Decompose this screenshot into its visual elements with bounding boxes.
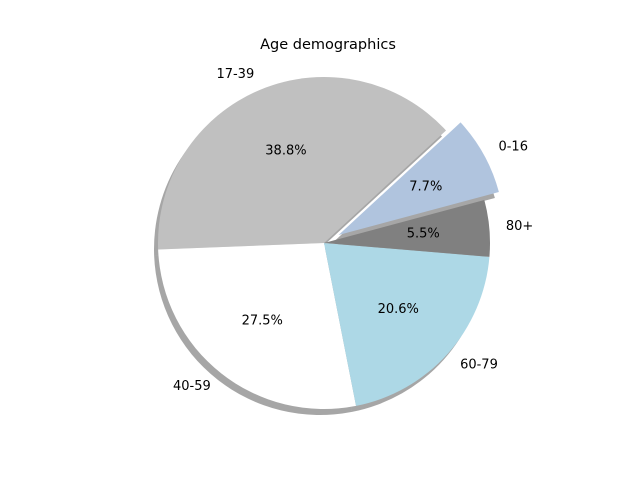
slice-label-80: 80+ — [506, 219, 533, 234]
pie-slice-17-39 — [157, 77, 447, 250]
slice-label-0-16: 0-16 — [498, 139, 528, 154]
percent-label-60-79: 20.6% — [378, 302, 419, 317]
slice-label-60-79: 60-79 — [460, 357, 498, 372]
slice-label-17-39: 17-39 — [216, 67, 254, 82]
slice-label-40-59: 40-59 — [173, 379, 211, 394]
pie-slice-60-79 — [324, 243, 490, 406]
pie-slice-0-16 — [338, 122, 499, 235]
pie-slice-80 — [324, 200, 490, 257]
pie-slices — [157, 77, 499, 409]
chart-title: Age demographics — [260, 37, 396, 53]
percent-label-80: 5.5% — [407, 227, 440, 242]
pie-slice-40-59 — [158, 243, 357, 409]
percent-label-17-39: 38.8% — [265, 143, 306, 158]
percent-label-40-59: 27.5% — [242, 314, 283, 329]
percent-label-0-16: 7.7% — [409, 179, 442, 194]
slice-labels: 0-16 7.7% 17-39 38.8% 40-59 27.5% 60-79 20.6% 80… — [173, 67, 533, 394]
